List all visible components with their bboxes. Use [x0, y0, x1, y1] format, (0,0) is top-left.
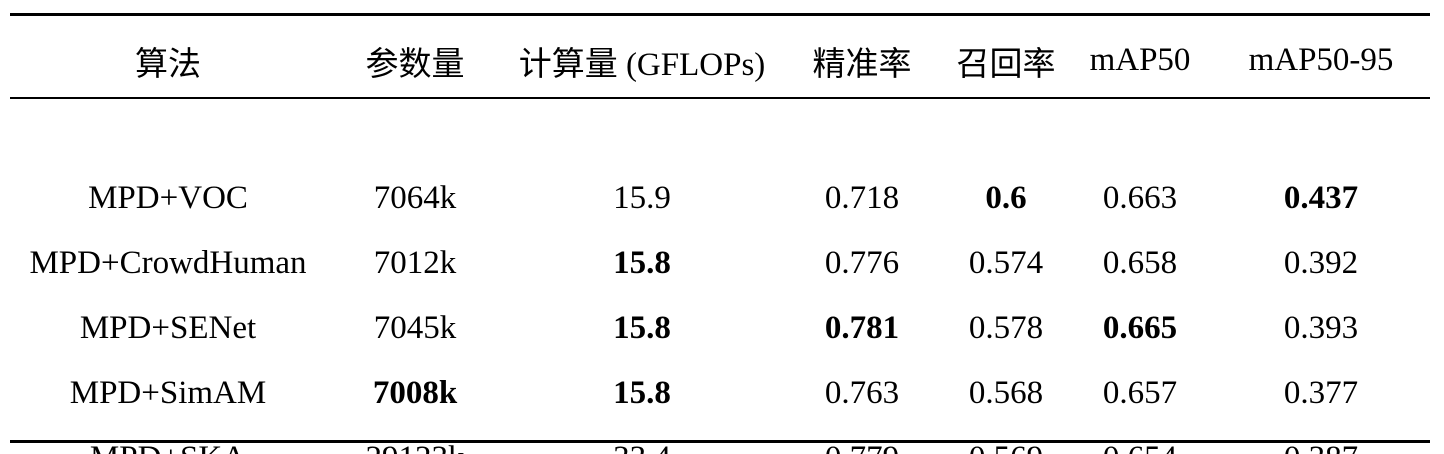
cell-params: 29123k — [326, 426, 504, 454]
table-row: MPD+SimAM 7008k 15.8 0.763 0.568 0.657 0… — [10, 361, 1430, 426]
cell-recall: 0.574 — [968, 245, 1044, 281]
cell-algorithm: MPD+SimAM — [69, 375, 267, 411]
results-table: 算法 参数量 计算量 (GFLOPs) 精准率 召回率 mAP50 mAP50-… — [10, 16, 1430, 454]
table-row: MPD+SKA 29123k 33.4 0.779 0.569 0.654 0.… — [10, 426, 1430, 454]
cell-gflops: 15.9 — [613, 180, 671, 216]
cell-gflops: 15.8 — [613, 375, 671, 411]
header-row: 算法 参数量 计算量 (GFLOPs) 精准率 召回率 mAP50 mAP50-… — [10, 16, 1430, 101]
cell-gflops: 15.8 — [613, 310, 671, 346]
cell-map50-95: 0.393 — [1283, 310, 1359, 346]
header-gflops: 计算量 (GFLOPs) — [518, 46, 766, 83]
table-row: MPD+VOC 7064k 15.9 0.718 0.6 0.663 0.437 — [10, 166, 1430, 231]
cell-gflops: 33.4 — [504, 426, 780, 454]
cell-precision: 0.781 — [824, 310, 900, 346]
cell-map50: 0.657 — [1102, 375, 1178, 411]
header-rule — [10, 97, 1430, 99]
cell-precision: 0.718 — [824, 180, 900, 216]
cell-map50-95: 0.437 — [1283, 180, 1359, 216]
cell-precision: 0.776 — [824, 245, 900, 281]
cell-gflops: 15.8 — [613, 245, 671, 281]
top-rule — [10, 13, 1430, 16]
header-map50: mAP50 — [1089, 42, 1191, 78]
cell-algorithm: MPD+SENet — [79, 310, 257, 346]
cell-params: 7012k — [373, 245, 457, 281]
cell-algorithm: MPD+SKA — [10, 426, 326, 454]
cell-recall: 0.569 — [944, 426, 1068, 454]
cell-precision: 0.779 — [780, 426, 944, 454]
cell-recall: 0.568 — [968, 375, 1044, 411]
cell-map50-95: 0.377 — [1283, 375, 1359, 411]
table-row: MPD+CrowdHuman 7012k 15.8 0.776 0.574 0.… — [10, 231, 1430, 296]
header-precision: 精准率 — [812, 46, 912, 83]
cell-params: 7064k — [373, 180, 457, 216]
cell-params: 7008k — [372, 375, 458, 411]
header-map50-95: mAP50-95 — [1248, 42, 1394, 78]
cell-map50-95: 0.392 — [1283, 245, 1359, 281]
cell-params: 7045k — [373, 310, 457, 346]
cell-precision: 0.763 — [824, 375, 900, 411]
cell-algorithm: MPD+CrowdHuman — [29, 245, 307, 281]
cell-recall: 0.578 — [968, 310, 1044, 346]
cell-map50-95: 0.387 — [1212, 426, 1430, 454]
header-params: 参数量 — [365, 46, 465, 83]
cell-map50: 0.658 — [1102, 245, 1178, 281]
header-algorithm: 算法 — [135, 46, 201, 83]
cell-algorithm: MPD+VOC — [88, 180, 248, 216]
header-recall: 召回率 — [956, 46, 1056, 83]
cell-map50: 0.663 — [1102, 180, 1178, 216]
cell-recall: 0.6 — [985, 180, 1027, 216]
cell-map50: 0.654 — [1068, 426, 1212, 454]
table-row: MPD+SENet 7045k 15.8 0.781 0.578 0.665 0… — [10, 296, 1430, 361]
spacer-row — [10, 101, 1430, 166]
cell-map50: 0.665 — [1102, 310, 1178, 346]
bottom-rule — [10, 440, 1430, 443]
